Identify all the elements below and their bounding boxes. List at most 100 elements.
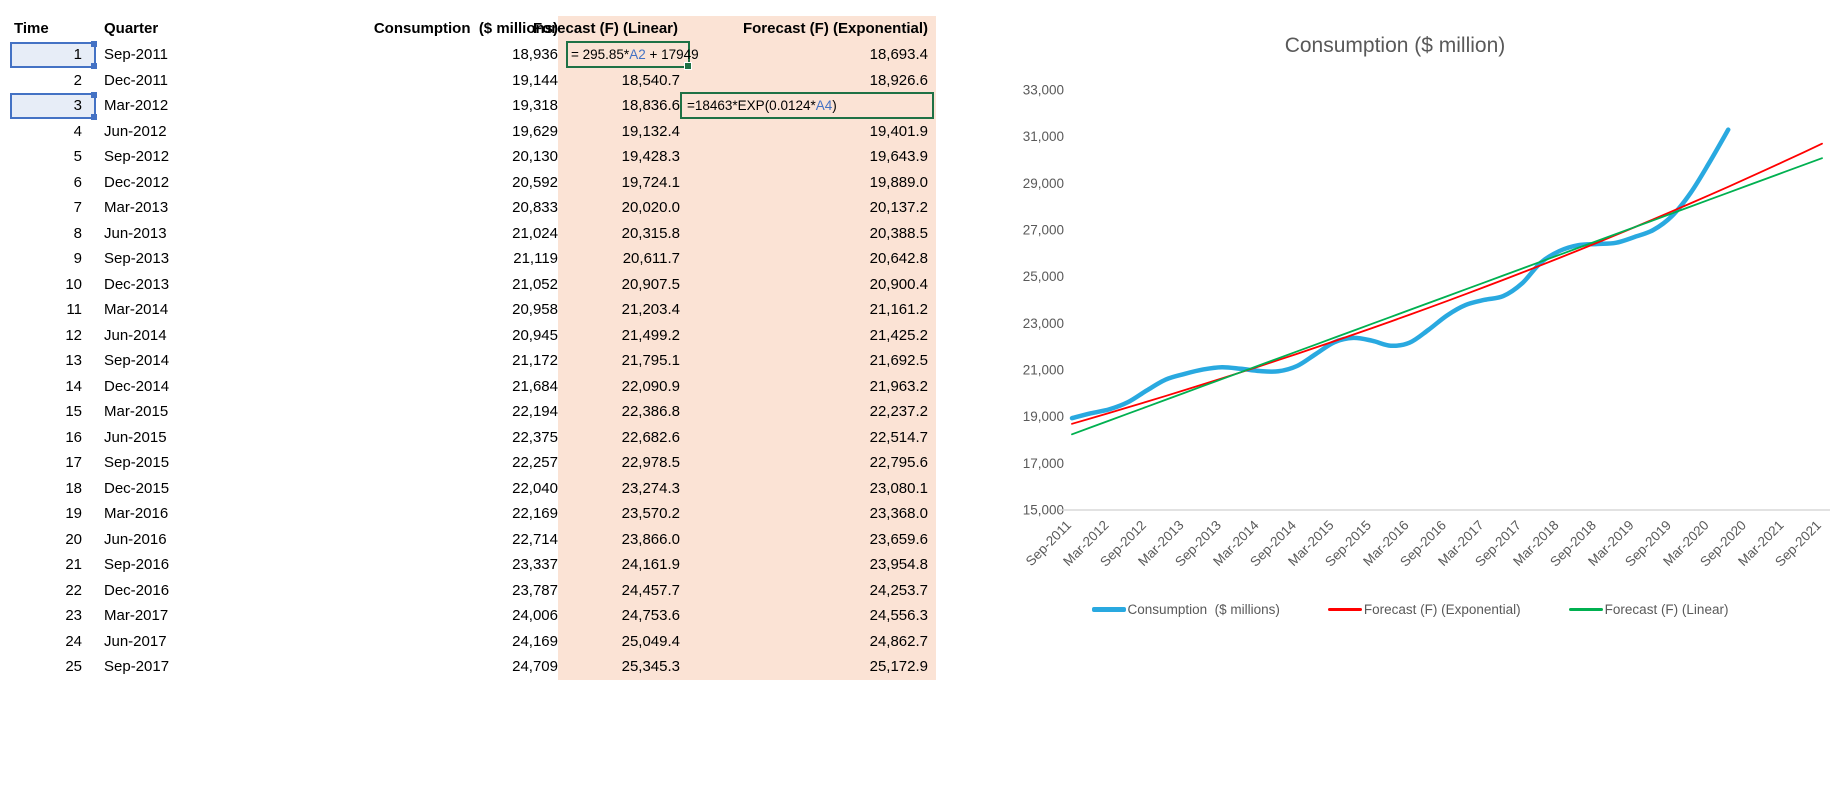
cell-quarter[interactable]: Dec-2015 [104,479,170,497]
legend-item[interactable]: Forecast (F) (Exponential) [1327,602,1521,617]
cell-time[interactable]: 3 [73,97,82,114]
cell-forecast-exponential[interactable]: 18,693.4 [688,42,936,68]
cell-forecast-exponential[interactable]: 21,963.2 [688,373,936,399]
cell-consumption[interactable]: 22,040 [512,479,558,497]
cell-quarter[interactable]: Sep-2013 [104,250,170,267]
cell-consumption[interactable]: 22,714 [512,530,558,548]
cell-consumption[interactable]: 20,958 [512,301,558,318]
cell-forecast-linear[interactable]: 22,090.9 [558,373,688,399]
cell-consumption[interactable]: 22,375 [512,428,558,446]
cell-forecast-exponential[interactable]: 21,425.2 [688,322,936,348]
cell-forecast-exponential[interactable]: 24,253.7 [688,577,936,603]
legend-item[interactable]: Forecast (F) (Linear) [1568,602,1728,617]
cell-time[interactable]: 4 [73,122,82,140]
cell-consumption[interactable]: 23,337 [512,556,558,573]
header-time[interactable]: Time [14,20,49,37]
cell-consumption[interactable]: 23,787 [512,581,558,599]
cell-forecast-linear[interactable]: 24,753.6 [558,603,688,629]
cell-forecast-exponential[interactable]: 23,954.8 [688,552,936,578]
cell-time[interactable]: 5 [73,148,82,165]
cell-time[interactable]: 14 [65,377,82,395]
cell-forecast-linear[interactable]: 19,428.3 [558,144,688,170]
cell-time[interactable]: 1 [73,46,82,63]
cell-time[interactable]: 20 [65,530,82,548]
cell-quarter[interactable]: Jun-2014 [104,326,167,344]
cell-forecast-linear[interactable]: 23,866.0 [558,526,688,552]
cell-time[interactable]: 22 [65,581,82,599]
cell-consumption[interactable]: 20,833 [512,199,558,216]
formula-cell-exponential[interactable]: =18463*EXP(0.0124* A4) [680,92,934,119]
cell-time[interactable]: 24 [65,632,82,650]
cell-forecast-linear[interactable]: 18,540.7 [558,67,688,93]
cell-quarter[interactable]: Dec-2016 [104,581,170,599]
cell-forecast-exponential[interactable]: 20,137.2 [688,195,936,221]
cell-consumption[interactable]: 21,052 [512,275,558,293]
cell-quarter[interactable]: Sep-2014 [104,352,170,369]
cell-time[interactable]: 10 [65,275,82,293]
cell-consumption[interactable]: 22,257 [512,454,558,471]
cell-forecast-linear[interactable]: 20,611.7 [558,246,688,272]
cell-forecast-linear[interactable]: 25,345.3 [558,654,688,680]
cell-quarter[interactable]: Mar-2015 [104,403,169,420]
cell-consumption[interactable]: 22,194 [512,403,558,420]
cell-forecast-exponential[interactable]: 21,161.2 [688,297,936,323]
cell-forecast-linear[interactable]: 21,795.1 [558,348,688,374]
cell-forecast-linear[interactable]: 24,161.9 [558,552,688,578]
cell-quarter[interactable]: Mar-2013 [104,199,169,216]
header-forecast-linear[interactable]: Forecast (F) (Linear) [532,20,678,37]
cell-forecast-exponential[interactable]: 25,172.9 [688,654,936,680]
cell-consumption[interactable]: 22,169 [512,505,558,522]
formula-cell-linear[interactable]: = 295.85* A2 + 17949 [566,41,699,70]
cell-quarter[interactable]: Jun-2012 [104,122,167,140]
cell-time[interactable]: 9 [73,250,82,267]
cell-quarter[interactable]: Dec-2011 [104,71,168,89]
cell-consumption[interactable]: 24,006 [512,607,558,624]
cell-quarter[interactable]: Dec-2014 [104,377,170,395]
cell-time[interactable]: 19 [65,505,82,522]
cell-consumption[interactable]: 18,936 [512,46,558,63]
cell-forecast-exponential[interactable]: 22,237.2 [688,399,936,425]
cell-consumption[interactable]: 20,945 [512,326,558,344]
cell-time[interactable]: 6 [73,173,82,191]
cell-forecast-exponential[interactable]: 23,080.1 [688,475,936,501]
cell-consumption[interactable]: 21,172 [512,352,558,369]
cell-forecast-exponential[interactable]: 24,862.7 [688,628,936,654]
cell-time[interactable]: 25 [65,658,82,675]
cell-forecast-exponential[interactable]: 19,889.0 [688,169,936,195]
cell-time[interactable]: 7 [73,199,82,216]
cell-quarter[interactable]: Mar-2017 [104,607,169,624]
cell-time[interactable]: 12 [65,326,82,344]
cell-consumption[interactable]: 19,318 [512,97,558,114]
cell-quarter[interactable]: Dec-2012 [104,173,170,191]
cell-consumption[interactable]: 20,592 [512,173,558,191]
cell-time[interactable]: 11 [66,301,82,318]
cell-forecast-exponential[interactable]: 24,556.3 [688,603,936,629]
header-forecast-exponential[interactable]: Forecast (F) (Exponential) [742,20,928,37]
cell-forecast-exponential[interactable]: 20,642.8 [688,246,936,272]
cell-forecast-exponential[interactable]: 22,795.6 [688,450,936,476]
cell-forecast-linear[interactable]: 20,020.0 [558,195,688,221]
cell-consumption[interactable]: 24,709 [512,658,558,675]
cell-consumption[interactable]: 19,629 [512,122,558,140]
cell-time[interactable]: 13 [65,352,82,369]
cell-forecast-exponential[interactable]: 20,900.4 [688,271,936,297]
cell-time[interactable]: 2 [73,71,82,89]
cell-quarter[interactable]: Sep-2011 [104,46,168,63]
cell-quarter[interactable]: Jun-2017 [104,632,167,650]
cell-forecast-exponential[interactable]: 20,388.5 [688,220,936,246]
cell-forecast-exponential[interactable]: 19,401.9 [688,118,936,144]
cell-quarter[interactable]: Sep-2016 [104,556,170,573]
cell-forecast-linear[interactable]: 20,315.8 [558,220,688,246]
cell-forecast-linear[interactable]: 21,499.2 [558,322,688,348]
cell-consumption[interactable]: 21,119 [513,250,558,267]
consumption-chart[interactable]: Consumption ($ million) 15,000 17,000 19,00… [940,8,1844,648]
cell-time[interactable]: 16 [65,428,82,446]
cell-forecast-exponential[interactable]: 23,659.6 [688,526,936,552]
cell-consumption[interactable]: 19,144 [512,71,558,89]
cell-forecast-exponential[interactable]: 19,643.9 [688,144,936,170]
cell-time[interactable]: 15 [65,403,82,420]
cell-consumption[interactable]: 21,684 [512,377,558,395]
legend-item[interactable]: Consumption ($ millions) [1091,602,1280,617]
header-consumption[interactable]: Consumption ($ millions) [373,20,558,37]
cell-time[interactable]: 23 [65,607,82,624]
